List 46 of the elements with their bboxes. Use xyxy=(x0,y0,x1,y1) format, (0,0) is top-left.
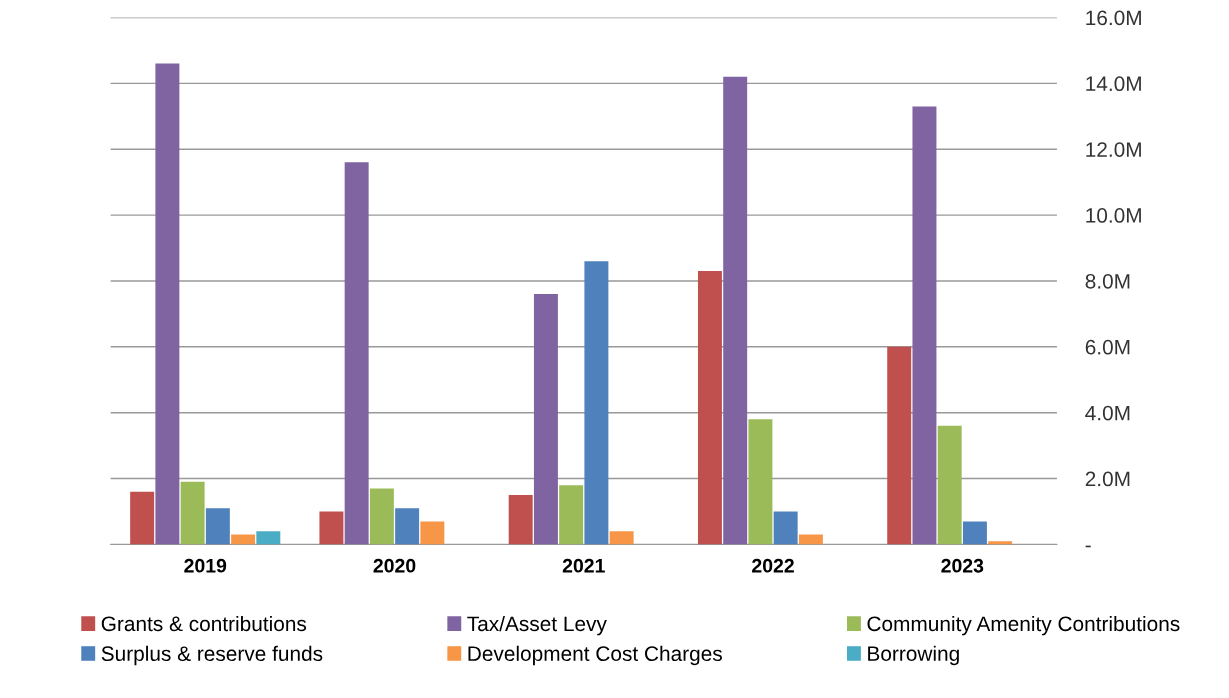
bar xyxy=(773,511,798,545)
bar xyxy=(697,271,722,545)
x-tick-label: 2019 xyxy=(184,558,227,573)
bar xyxy=(130,491,155,545)
bar xyxy=(723,76,748,545)
y-tick-label: 12.0M xyxy=(1086,142,1141,157)
bar xyxy=(533,294,558,545)
bar xyxy=(180,481,205,545)
bar xyxy=(155,63,180,545)
x-tick-label: 2021 xyxy=(562,558,605,573)
bar xyxy=(937,425,962,545)
bar xyxy=(609,531,634,545)
x-tick-label: 2023 xyxy=(941,558,984,573)
bar xyxy=(798,534,823,545)
bar xyxy=(508,495,533,545)
y-tick-label: 16.0M xyxy=(1086,10,1141,26)
bar xyxy=(887,346,912,545)
bar xyxy=(559,485,584,545)
legend-label: Grants & contributions xyxy=(101,615,307,632)
y-tick-label: 8.0M xyxy=(1085,273,1130,289)
y-tick-label: 14.0M xyxy=(1086,76,1141,92)
legend-label: Development Cost Charges xyxy=(468,645,722,666)
legend-label: Surplus & reserve funds xyxy=(101,645,323,666)
x-tick-label: 2022 xyxy=(752,558,794,573)
bar xyxy=(420,521,445,545)
bar xyxy=(962,521,987,545)
legend-label: Tax/Asset Levy xyxy=(467,615,607,636)
bar xyxy=(344,162,369,545)
bar xyxy=(256,531,281,545)
bar xyxy=(205,508,230,545)
y-tick-label: 4.0M xyxy=(1085,405,1130,421)
bar xyxy=(319,511,344,545)
legend-label: Community Amenity Contributions xyxy=(867,615,1180,636)
bar xyxy=(748,419,773,545)
bar xyxy=(231,534,256,545)
y-tick-label: 2.0M xyxy=(1085,471,1130,487)
bar xyxy=(369,488,394,545)
y-tick-label: 10.0M xyxy=(1086,208,1141,223)
bar xyxy=(395,508,420,545)
y-tick-label: 6.0M xyxy=(1085,339,1130,355)
bar xyxy=(584,261,609,545)
x-tick-label: 2020 xyxy=(373,558,416,573)
bar xyxy=(912,106,937,545)
bar xyxy=(988,541,1013,545)
legend-label: Borrowing xyxy=(868,645,959,666)
y-tick-label: - xyxy=(1085,545,1091,548)
